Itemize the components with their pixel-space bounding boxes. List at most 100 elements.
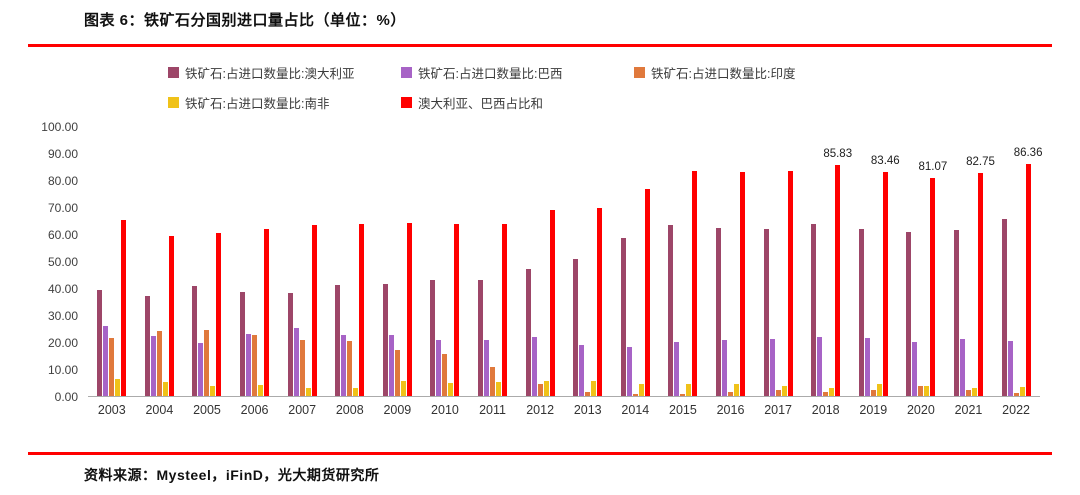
bar-group: [659, 127, 707, 396]
legend-swatch-icon: [401, 97, 412, 108]
bar: [686, 383, 692, 396]
y-tick-label: 70.00: [47, 201, 78, 215]
bar: [490, 367, 496, 396]
bar: [763, 228, 769, 396]
bar: [668, 224, 674, 396]
bar: [496, 381, 502, 396]
legend-label: 铁矿石:占进口数量比:南非: [185, 97, 330, 111]
bar: [335, 284, 341, 396]
bar: [502, 223, 508, 396]
bar: [734, 384, 740, 396]
bar: [454, 223, 460, 396]
bar: [121, 220, 127, 396]
bar: [787, 171, 793, 396]
bar: [543, 381, 549, 396]
bar-value-label: 81.07: [918, 160, 948, 173]
bar: [918, 386, 924, 396]
bar: [478, 279, 484, 396]
bar: [1013, 393, 1019, 396]
bar: [531, 336, 537, 396]
bar: [382, 283, 388, 396]
bar: [240, 291, 246, 396]
bar: [305, 387, 311, 396]
legend-label: 澳大利亚、巴西占比和: [418, 97, 544, 111]
legend-swatch-icon: [401, 67, 412, 78]
legend-row: 铁矿石:占进口数量比:澳大利亚 铁矿石:占进口数量比:巴西 铁矿石:占进口数量比:印…: [168, 63, 867, 82]
top-red-rule: [28, 44, 1052, 47]
bar: [103, 326, 109, 396]
bar: [638, 383, 644, 396]
x-tick-label: 2018: [811, 403, 840, 417]
bar: [906, 231, 912, 396]
x-tick-label: 2019: [859, 403, 888, 417]
bar: [484, 340, 490, 396]
y-tick-label: 0.00: [54, 390, 78, 404]
bar: 83.46: [871, 155, 900, 396]
bar: [436, 339, 442, 396]
figure-title: 图表 6：铁矿石分国别进口量占比（单位：%）: [84, 12, 406, 29]
chart-legend: 铁矿石:占进口数量比:澳大利亚 铁矿石:占进口数量比:巴西 铁矿石:占进口数量比:印…: [168, 63, 867, 123]
x-tick-label: 2021: [954, 403, 983, 417]
y-tick-label: 10.00: [47, 363, 78, 377]
x-tick-label: 2020: [906, 403, 935, 417]
source-note: 资料来源：Mysteel，iFinD，光大期货研究所: [84, 467, 380, 483]
bar: [769, 338, 775, 396]
bar: [924, 385, 930, 396]
bar: [728, 392, 734, 396]
bar-group: 86.36: [992, 127, 1042, 396]
bar: [858, 229, 864, 396]
legend-swatch-icon: [168, 97, 179, 108]
bar: [430, 280, 436, 396]
bar: [870, 390, 876, 396]
y-tick-label: 80.00: [47, 174, 78, 188]
y-tick-label: 40.00: [47, 282, 78, 296]
bar: [1019, 387, 1025, 396]
bar: [912, 341, 918, 396]
bar: [864, 338, 870, 396]
bar: [347, 341, 353, 396]
bar: [953, 230, 959, 396]
x-tick-label: 2005: [193, 403, 221, 417]
bar: [1007, 340, 1013, 396]
bar: [252, 335, 258, 396]
bar: [162, 381, 168, 396]
x-tick-label: 2003: [97, 403, 126, 417]
bar-group: [231, 127, 279, 396]
bar: [258, 385, 264, 396]
legend-item: 铁矿石:占进口数量比:巴西: [401, 63, 634, 82]
bar: [722, 339, 728, 396]
bar: [204, 329, 210, 396]
bar: [144, 295, 150, 396]
bar: [823, 391, 829, 396]
bar: [448, 382, 454, 396]
bar: [781, 385, 787, 396]
bar: [692, 170, 698, 396]
y-tick-label: 60.00: [47, 228, 78, 242]
bar: [817, 337, 823, 396]
bar-group: [564, 127, 612, 396]
bar: [198, 343, 204, 396]
bar-group: 82.75: [945, 127, 995, 396]
bar: 81.07: [919, 161, 947, 396]
bar: 82.75: [966, 156, 995, 396]
bar: [644, 188, 650, 396]
bar: [971, 387, 977, 396]
bar: [394, 350, 400, 396]
bar-group: [278, 127, 326, 396]
bar: [299, 340, 305, 396]
bar: [591, 381, 597, 396]
x-tick-label: 2004: [145, 403, 174, 417]
bar-group: [707, 127, 755, 396]
bar: [620, 237, 626, 396]
legend-label: 铁矿石:占进口数量比:澳大利亚: [185, 67, 355, 81]
x-tick-label: 2011: [479, 403, 506, 417]
y-tick-label: 20.00: [47, 336, 78, 350]
legend-row: 铁矿石:占进口数量比:南非 澳大利亚、巴西占比和: [168, 93, 867, 112]
bar: [168, 235, 174, 396]
bar: [400, 381, 406, 396]
bar: [406, 223, 412, 396]
x-tick-label: 2008: [335, 403, 364, 417]
bottom-red-rule: [28, 452, 1052, 455]
bar: [341, 335, 347, 396]
